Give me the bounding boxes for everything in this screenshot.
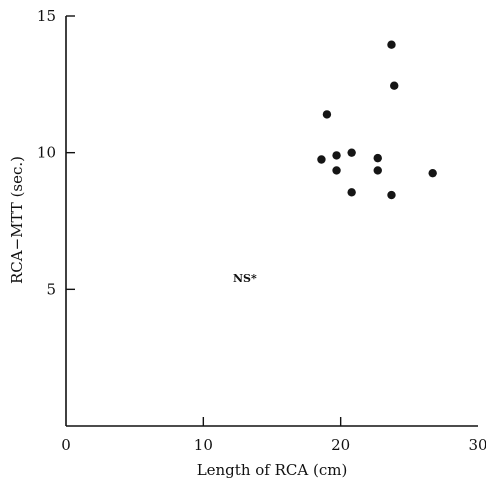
data-point-4 [332,166,341,175]
ticks [66,15,342,426]
y-tick-label-15: 15 [37,7,56,25]
tick-labels: 0 10 20 30 5 10 15 [37,7,486,454]
data-point-3 [332,151,341,160]
data-points [317,40,437,200]
data-point-12 [428,168,437,178]
y-tick-label-5: 5 [46,280,56,298]
x-tick-label-20: 20 [331,436,350,454]
data-point-6 [347,188,356,197]
x-tick-label-0: 0 [61,436,71,454]
y-axis-title: RCA−MTT (sec.) [8,156,26,284]
x-axis-title: Length of RCA (cm) [197,461,348,479]
data-point-10 [390,81,399,90]
x-tick-label-10: 10 [194,436,213,454]
data-point-9 [387,40,396,49]
data-point-7 [373,153,382,163]
data-point-8 [373,166,382,175]
x-tick-label-30: 30 [468,436,486,454]
data-point-2 [317,155,326,164]
data-point-5 [347,148,356,157]
data-point-11 [387,190,396,200]
data-point-1 [322,110,332,119]
y-tick-label-10: 10 [37,144,56,162]
axes [65,16,478,427]
annotation-label: NS* [233,272,257,285]
